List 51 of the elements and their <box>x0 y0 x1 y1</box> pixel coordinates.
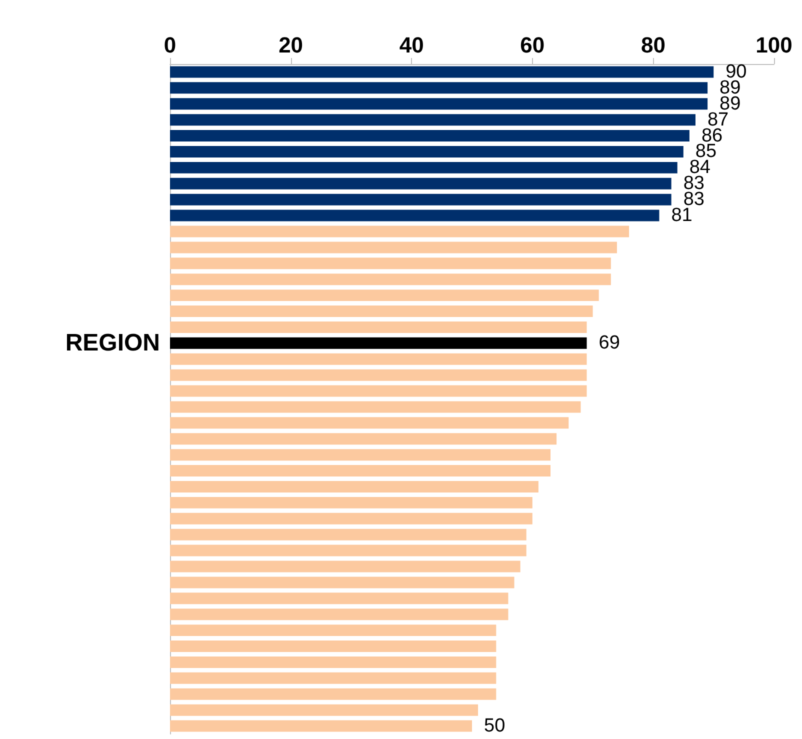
x-tick-label: 80 <box>640 32 666 58</box>
bar <box>170 672 496 684</box>
x-tick-label: 20 <box>278 32 304 58</box>
bar <box>170 66 714 78</box>
bar <box>170 433 557 445</box>
bar <box>170 496 532 508</box>
bar <box>170 480 538 492</box>
bar <box>170 656 496 668</box>
bar <box>170 290 599 302</box>
bar <box>170 114 696 126</box>
y-tick-label: REGION <box>65 330 160 357</box>
bar <box>170 385 587 397</box>
x-tick-label: 100 <box>756 32 792 58</box>
bar <box>170 512 532 524</box>
bar <box>170 544 526 556</box>
bar <box>170 306 593 318</box>
bar <box>170 528 526 540</box>
x-tick-label: 40 <box>399 32 424 58</box>
bar <box>170 321 587 333</box>
bar <box>170 162 678 174</box>
data-label: 50 <box>484 716 506 737</box>
bar <box>170 178 672 190</box>
bar <box>170 210 660 222</box>
bar <box>170 194 672 206</box>
bar <box>170 258 611 270</box>
bar <box>170 130 690 142</box>
bar <box>170 576 514 588</box>
bar <box>170 226 630 238</box>
bar <box>170 146 684 158</box>
bar <box>170 608 508 620</box>
bar <box>170 720 472 732</box>
bar <box>170 624 496 636</box>
x-tick-label: 60 <box>520 32 545 58</box>
bar <box>170 242 617 254</box>
bar <box>170 688 496 700</box>
bar <box>170 465 551 477</box>
bar <box>170 337 587 349</box>
bar <box>170 274 611 286</box>
bar <box>170 369 587 381</box>
bar <box>170 82 708 94</box>
bar <box>170 704 478 716</box>
bar <box>170 353 587 365</box>
bar <box>170 417 569 429</box>
bar <box>170 560 520 572</box>
data-label: 69 <box>598 332 620 354</box>
bar <box>170 640 496 652</box>
bar <box>170 449 551 461</box>
bar <box>170 401 581 413</box>
x-tick-label: 0 <box>164 32 176 58</box>
bar <box>170 592 508 604</box>
bar <box>170 98 708 110</box>
